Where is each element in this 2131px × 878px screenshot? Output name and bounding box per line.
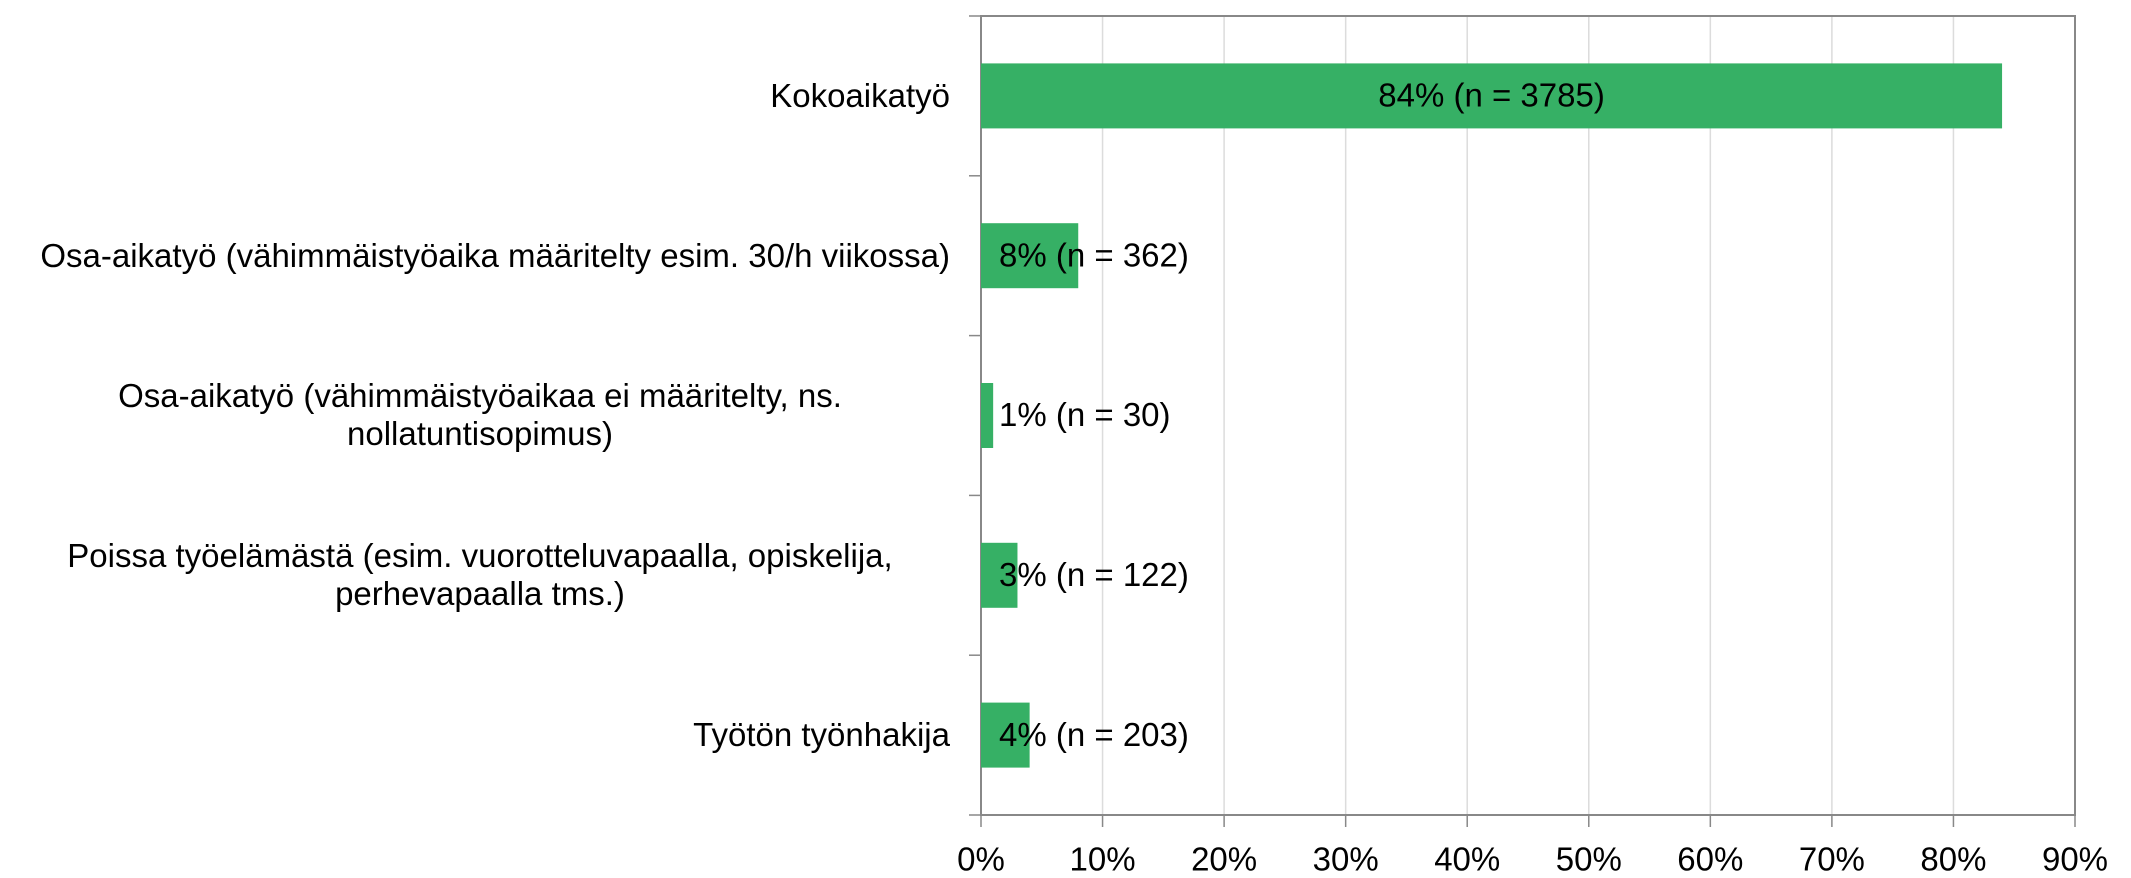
category-label-box: Osa-aikatyö (vähimmäistyöaika määritelty… (0, 176, 950, 336)
x-tick-label: 80% (1920, 841, 1986, 878)
bar (981, 542, 1018, 608)
x-tick-label: 0% (957, 841, 1005, 878)
y-tick-label: Osa-aikatyö (vähimmäistyöaika määritelty… (40, 236, 950, 274)
y-tick-label: Poissa työelämästä (esim. vuorotteluvapa… (67, 537, 893, 613)
x-tick-label: 40% (1434, 841, 1500, 878)
y-tick-label: Osa-aikatyö (vähimmäistyöaikaa ei määrit… (118, 377, 842, 453)
x-tick-label: 30% (1313, 841, 1379, 878)
x-tick-label: 20% (1191, 841, 1257, 878)
category-label-box: Poissa työelämästä (esim. vuorotteluvapa… (0, 495, 950, 655)
x-tick-label: 50% (1556, 841, 1622, 878)
bar (981, 383, 994, 448)
value-label: 8% (n = 362) (999, 236, 1189, 273)
value-label: 1% (n = 30) (999, 396, 1171, 433)
category-label-box: Kokoaikatyö (0, 16, 950, 176)
x-tick-label: 90% (2042, 841, 2108, 878)
category-label-box: Työtön työnhakija (0, 655, 950, 815)
bar (981, 702, 1030, 768)
value-label: 3% (n = 122) (999, 556, 1189, 593)
value-label: 4% (n = 203) (999, 716, 1189, 753)
y-tick-label: Kokoaikatyö (770, 76, 950, 114)
y-tick-label: Työtön työnhakija (693, 716, 950, 754)
value-label: 84% (n = 3785) (1378, 77, 1605, 114)
x-tick-label: 10% (1070, 841, 1136, 878)
bar (981, 63, 2003, 129)
bar (981, 223, 1079, 289)
x-tick-label: 70% (1799, 841, 1865, 878)
x-tick-label: 60% (1677, 841, 1743, 878)
category-label-box: Osa-aikatyö (vähimmäistyöaikaa ei määrit… (0, 336, 950, 496)
